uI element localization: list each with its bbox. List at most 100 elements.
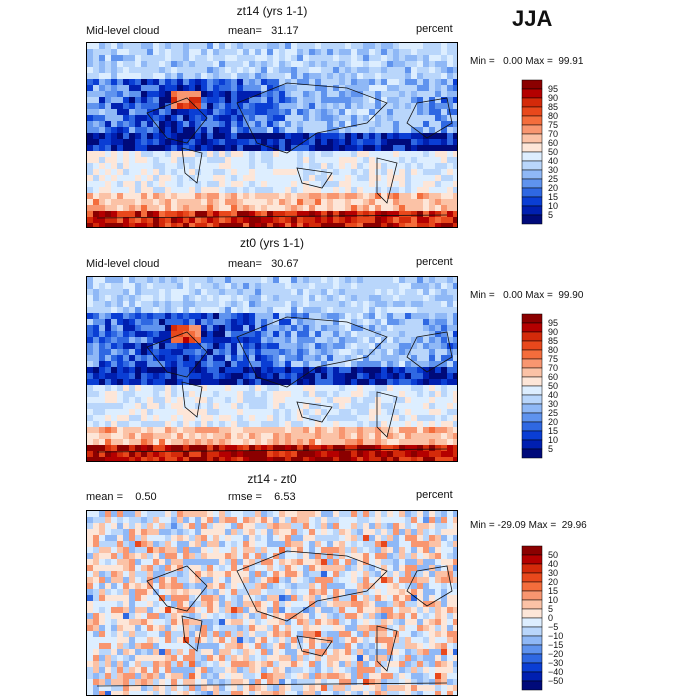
map-cell bbox=[231, 277, 238, 284]
map-cell bbox=[273, 595, 280, 602]
map-cell bbox=[273, 139, 280, 146]
map-cell bbox=[297, 583, 304, 590]
map-cell bbox=[345, 55, 352, 62]
map-cell bbox=[417, 85, 424, 92]
map-cell bbox=[279, 163, 286, 170]
map-cell bbox=[231, 547, 238, 554]
map-cell bbox=[345, 325, 352, 332]
map-cell bbox=[435, 421, 442, 428]
map-cell bbox=[105, 595, 112, 602]
map-cell bbox=[369, 529, 376, 536]
map-cell bbox=[375, 559, 382, 566]
map-cell bbox=[357, 283, 364, 290]
map-cell bbox=[243, 157, 250, 164]
map-cell bbox=[261, 577, 268, 584]
map-cell bbox=[327, 427, 334, 434]
map-cell bbox=[405, 283, 412, 290]
map-cell bbox=[111, 445, 118, 452]
map-cell bbox=[279, 49, 286, 56]
map-cell bbox=[279, 151, 286, 158]
map-cell bbox=[363, 535, 370, 542]
map-cell bbox=[201, 199, 208, 206]
map-cell bbox=[417, 193, 424, 200]
map-cell bbox=[339, 307, 346, 314]
map-cell bbox=[435, 529, 442, 536]
map-cell bbox=[243, 301, 250, 308]
map-cell bbox=[447, 181, 454, 188]
map-cell bbox=[111, 565, 118, 572]
map-cell bbox=[153, 535, 160, 542]
map-cell bbox=[243, 115, 250, 122]
map-cell bbox=[429, 553, 436, 560]
map-cell bbox=[363, 451, 370, 458]
map-cell bbox=[147, 187, 154, 194]
map-cell bbox=[273, 85, 280, 92]
map-cell bbox=[201, 97, 208, 104]
map-cell bbox=[195, 91, 202, 98]
map-cell bbox=[369, 199, 376, 206]
map-cell bbox=[447, 565, 454, 572]
map-cell bbox=[165, 79, 172, 86]
map-cell bbox=[99, 361, 106, 368]
map-cell bbox=[213, 169, 220, 176]
map-cell bbox=[387, 535, 394, 542]
map-cell bbox=[327, 535, 334, 542]
map-cell bbox=[279, 115, 286, 122]
map-cell bbox=[273, 451, 280, 458]
map-cell bbox=[279, 355, 286, 362]
map-cell bbox=[159, 523, 166, 530]
map-cell bbox=[219, 415, 226, 422]
map-cell bbox=[177, 361, 184, 368]
panel2-map bbox=[86, 276, 458, 462]
map-cell bbox=[399, 517, 406, 524]
map-cell bbox=[159, 313, 166, 320]
map-cell bbox=[375, 187, 382, 194]
map-cell bbox=[207, 169, 214, 176]
map-cell bbox=[309, 451, 316, 458]
map-cell bbox=[111, 91, 118, 98]
map-cell bbox=[135, 583, 142, 590]
map-cell bbox=[429, 325, 436, 332]
map-cell bbox=[267, 61, 274, 68]
map-cell bbox=[183, 115, 190, 122]
map-cell bbox=[345, 427, 352, 434]
map-cell bbox=[363, 433, 370, 440]
map-cell bbox=[351, 439, 358, 446]
map-cell bbox=[375, 415, 382, 422]
map-cell bbox=[453, 157, 457, 164]
map-cell bbox=[441, 373, 448, 380]
map-cell bbox=[357, 277, 364, 284]
map-cell bbox=[399, 403, 406, 410]
map-cell bbox=[327, 121, 334, 128]
map-cell bbox=[93, 547, 100, 554]
map-cell bbox=[321, 451, 328, 458]
map-cell bbox=[345, 457, 352, 461]
map-cell bbox=[291, 163, 298, 170]
map-cell bbox=[135, 577, 142, 584]
map-cell bbox=[453, 409, 457, 416]
map-cell bbox=[285, 145, 292, 152]
map-cell bbox=[165, 349, 172, 356]
map-cell bbox=[159, 511, 166, 518]
map-cell bbox=[207, 307, 214, 314]
map-cell bbox=[117, 79, 124, 86]
map-cell bbox=[285, 61, 292, 68]
map-cell bbox=[297, 91, 304, 98]
map-cell bbox=[111, 181, 118, 188]
map-cell bbox=[447, 205, 454, 212]
map-cell bbox=[93, 49, 100, 56]
map-cell bbox=[399, 43, 406, 50]
map-cell bbox=[441, 331, 448, 338]
map-cell bbox=[327, 451, 334, 458]
map-cell bbox=[165, 457, 172, 461]
map-cell bbox=[375, 163, 382, 170]
map-cell bbox=[171, 85, 178, 92]
map-cell bbox=[117, 181, 124, 188]
map-cell bbox=[165, 517, 172, 524]
map-cell bbox=[189, 211, 196, 218]
map-cell bbox=[147, 433, 154, 440]
map-cell bbox=[117, 91, 124, 98]
map-cell bbox=[381, 367, 388, 374]
map-cell bbox=[333, 307, 340, 314]
map-cell bbox=[387, 439, 394, 446]
